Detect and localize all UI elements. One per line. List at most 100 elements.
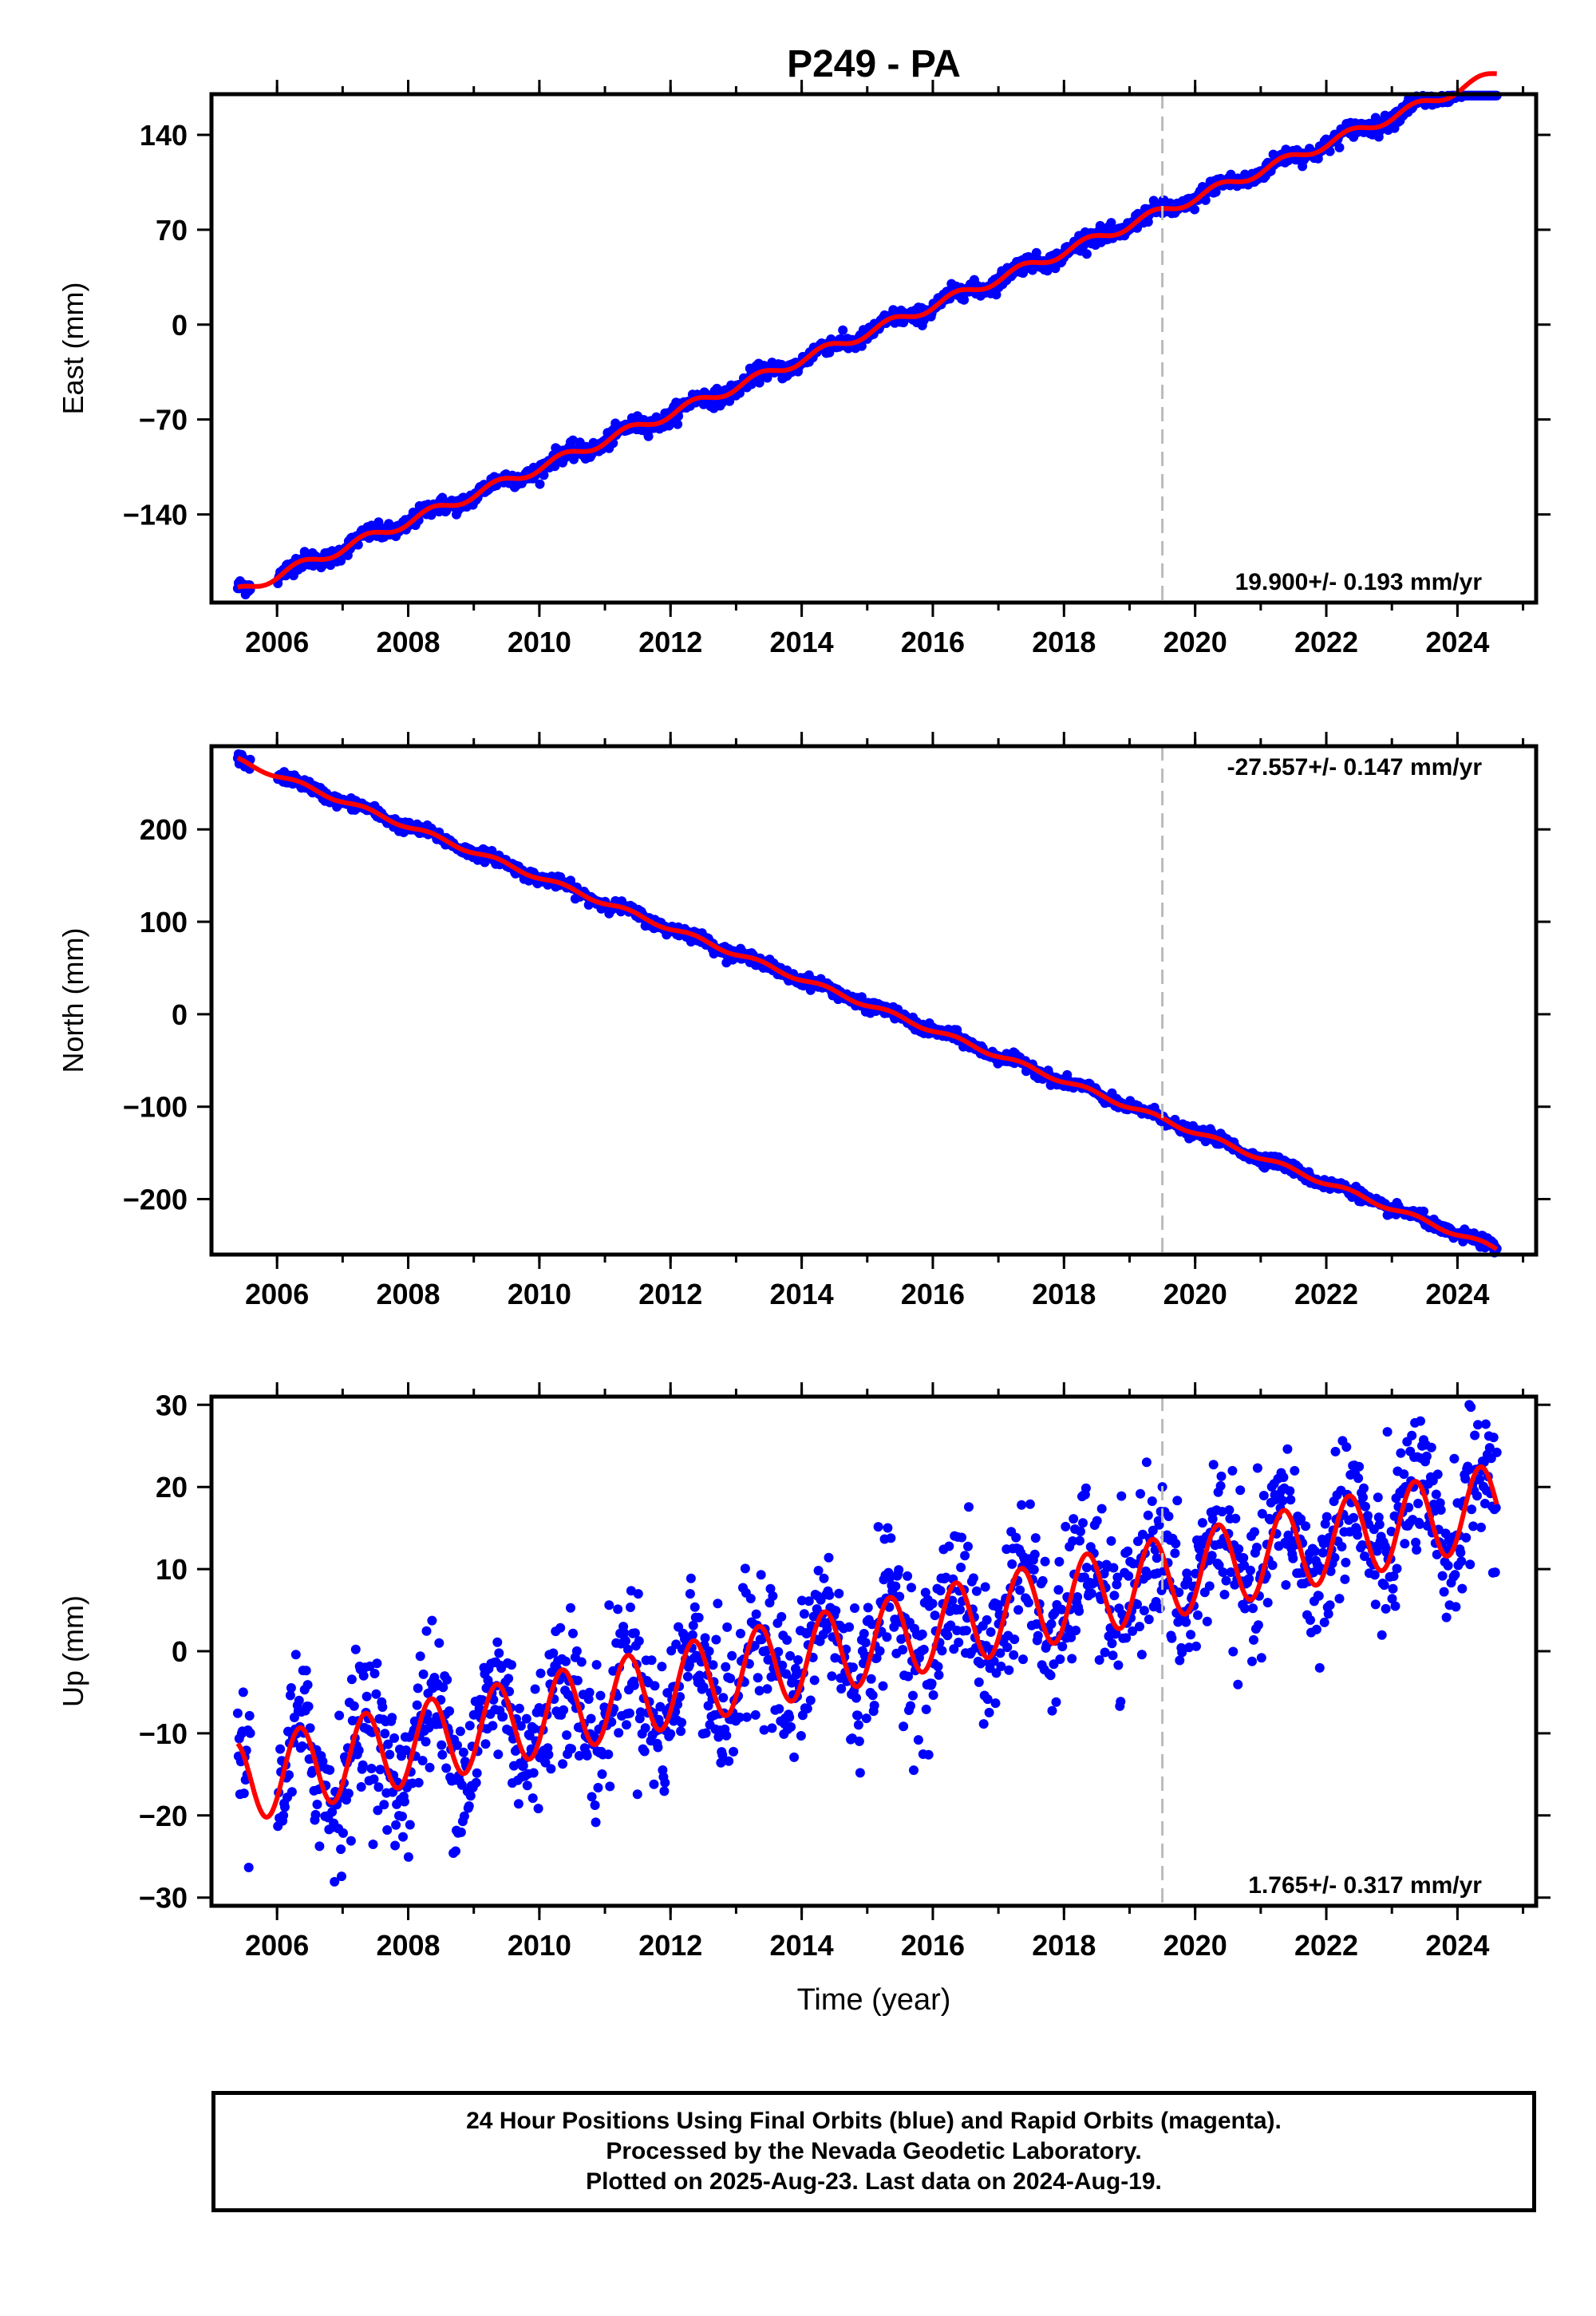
up-data-point (1030, 1533, 1041, 1543)
up-data-point (232, 1708, 243, 1718)
up-data-point (286, 1787, 297, 1797)
up-data-point (886, 1533, 896, 1543)
up-data-point (245, 1728, 255, 1738)
up-data-point (1370, 1599, 1381, 1610)
up-data-point (824, 1590, 835, 1600)
up-data-point (1136, 1488, 1145, 1499)
up-data-point (625, 1708, 634, 1718)
up-data-point (1141, 1457, 1152, 1468)
up-data-point (960, 1551, 970, 1561)
up-data-point (824, 1552, 834, 1563)
east-data-point (535, 479, 545, 489)
up-data-point (1080, 1483, 1091, 1493)
east-x-tick-label: 2018 (1032, 626, 1096, 658)
up-data-point (768, 1591, 778, 1601)
up-data-point (1317, 1547, 1328, 1558)
up-data-point (1076, 1527, 1085, 1536)
east-x-tick-label: 2024 (1425, 626, 1489, 658)
up-data-point (571, 1646, 582, 1656)
up-data-point (1359, 1483, 1369, 1493)
up-data-point (1400, 1539, 1410, 1549)
up-data-point (1071, 1626, 1081, 1635)
up-data-point (844, 1622, 855, 1632)
up-data-point (312, 1800, 322, 1809)
east-x-tick-label: 2012 (638, 626, 702, 658)
up-data-point (582, 1750, 592, 1761)
up-data-point (660, 1777, 670, 1788)
up-data-point (1306, 1615, 1315, 1625)
up-data-point (831, 1606, 841, 1616)
up-data-point (1488, 1433, 1499, 1443)
up-data-point (346, 1674, 357, 1685)
east-x-tick-label: 2020 (1163, 626, 1227, 658)
up-data-point (1399, 1469, 1409, 1480)
up-data-point (493, 1749, 504, 1760)
up-data-point (776, 1611, 787, 1622)
up-data-point (350, 1644, 361, 1654)
up-data-point (1037, 1575, 1048, 1586)
up-data-point (421, 1626, 432, 1636)
up-data-point (1361, 1501, 1370, 1512)
up-data-point (334, 1710, 345, 1721)
up-data-point (1053, 1585, 1064, 1595)
up-data-point (346, 1836, 356, 1846)
up-data-point (718, 1693, 729, 1703)
up-data-point (546, 1764, 556, 1774)
up-data-point (593, 1783, 603, 1792)
east-data-points (232, 90, 1502, 599)
up-data-point (1262, 1598, 1273, 1608)
up-data-point (498, 1712, 508, 1721)
up-data-point (1067, 1654, 1077, 1664)
up-data-point (756, 1570, 766, 1580)
up-data-point (1290, 1465, 1300, 1476)
up-data-point (535, 1668, 546, 1678)
up-data-point (685, 1573, 696, 1583)
up-x-tick-label: 2012 (638, 1929, 702, 1962)
up-data-point (562, 1730, 572, 1741)
up-data-point (1374, 1520, 1385, 1530)
up-data-point (413, 1777, 424, 1788)
up-data-point (1221, 1575, 1231, 1586)
up-data-point (1011, 1532, 1021, 1543)
up-data-point (649, 1779, 659, 1789)
up-data-point (1109, 1591, 1120, 1601)
up-data-point (434, 1638, 444, 1648)
up-data-point (458, 1747, 468, 1757)
up-data-point (1074, 1606, 1084, 1616)
up-data-point (338, 1828, 348, 1838)
up-data-point (863, 1603, 873, 1613)
up-data-point (1075, 1535, 1084, 1546)
up-data-point (1421, 1451, 1432, 1461)
up-data-point (418, 1669, 429, 1679)
up-data-point (621, 1636, 630, 1646)
up-data-point (1246, 1565, 1255, 1575)
up-data-point (1449, 1453, 1460, 1464)
up-data-point (1407, 1430, 1417, 1441)
up-data-point (813, 1566, 824, 1575)
east-data-point (762, 373, 772, 383)
up-data-point (632, 1789, 642, 1800)
up-data-point (1247, 1656, 1257, 1666)
up-data-point (646, 1655, 657, 1666)
up-data-point (704, 1646, 714, 1656)
up-data-point (677, 1717, 687, 1728)
up-data-point (640, 1723, 650, 1733)
north-y-tick-label: 100 (140, 906, 188, 939)
up-data-point (740, 1563, 750, 1574)
up-data-point (1465, 1559, 1476, 1570)
up-data-point (1033, 1630, 1043, 1641)
up-data-point (753, 1673, 763, 1683)
up-data-point (472, 1768, 482, 1778)
up-data-point (878, 1681, 888, 1691)
up-y-tick-label: 20 (156, 1471, 188, 1504)
up-data-point (403, 1852, 413, 1862)
up-data-point (974, 1677, 984, 1687)
up-data-point (1171, 1539, 1181, 1549)
up-data-point (1170, 1548, 1180, 1559)
up-data-point (1013, 1605, 1024, 1615)
up-data-point (1224, 1505, 1235, 1516)
up-rate-label: 1.765+/- 0.317 mm/yr (1248, 1872, 1482, 1899)
up-data-point (1466, 1402, 1476, 1413)
up-data-point (451, 1846, 460, 1856)
up-data-point (639, 1746, 650, 1757)
